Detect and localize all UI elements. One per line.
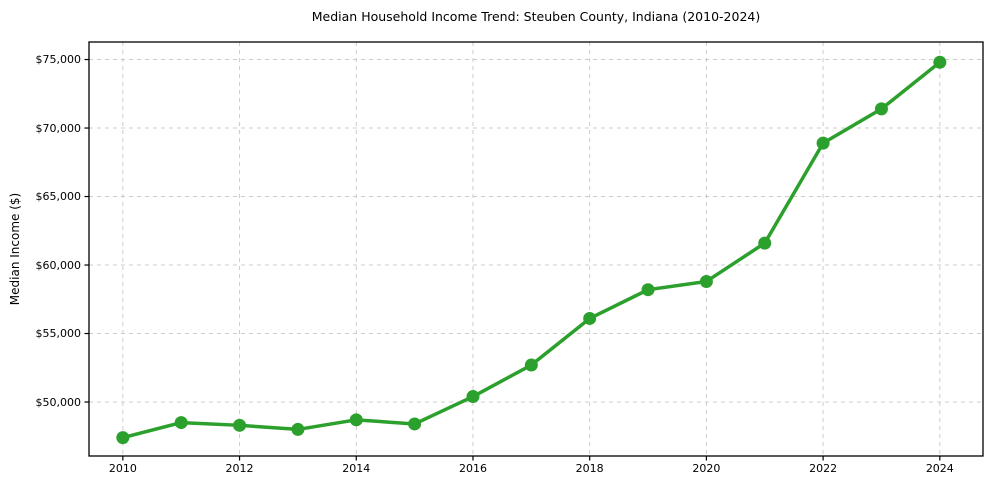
data-point-2013 [291,422,305,436]
data-point-2012 [233,418,247,432]
x-tick-label-2022: 2022 [809,462,838,475]
data-point-2015 [408,417,422,431]
data-point-2021 [758,236,772,250]
data-point-2022 [816,136,830,150]
y-axis-label: Median Income ($) [8,192,22,306]
y-tick-label-75000: $75,000 [35,53,82,67]
x-tick-label-2024: 2024 [925,462,954,475]
y-tick-label-50000: $50,000 [35,395,82,409]
data-point-2024 [933,55,947,69]
x-tick-label-2012: 2012 [225,462,254,475]
x-tick-label-2020: 2020 [692,462,721,475]
data-point-2010 [116,431,130,445]
data-point-2016 [466,390,480,404]
data-point-2018 [583,311,597,325]
y-tick-label-70000: $70,000 [35,121,82,135]
x-tick-label-2014: 2014 [342,462,371,475]
trend-line [121,60,942,440]
y-tick-label-60000: $60,000 [35,258,82,272]
x-tick-label-2018: 2018 [575,462,604,475]
y-tick-label-55000: $55,000 [35,327,82,341]
chart-title: Median Household Income Trend: Steuben C… [311,9,761,24]
x-tick-label-2010: 2010 [108,462,137,475]
data-point-2017 [524,358,538,372]
data-point-2020 [699,274,713,288]
data-point-2011 [174,416,188,430]
data-point-2023 [874,102,888,116]
plot-frame [88,41,984,457]
data-point-2014 [349,413,363,427]
data-point-2019 [641,283,655,297]
x-tick-label-2016: 2016 [458,462,487,475]
y-tick-label-65000: $65,000 [35,190,82,204]
